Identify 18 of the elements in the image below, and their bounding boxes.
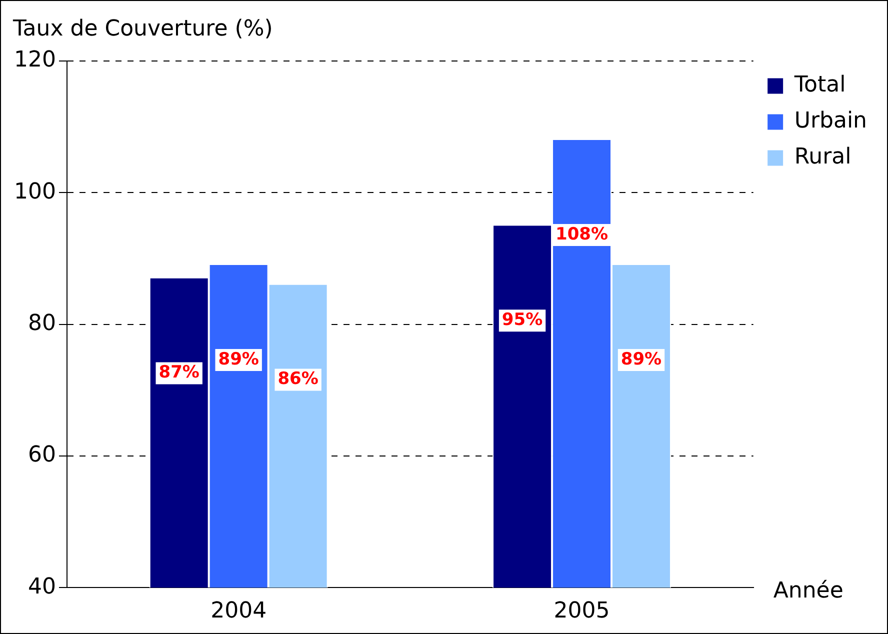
data-label: 89% xyxy=(620,349,662,370)
data-label: 89% xyxy=(218,349,259,370)
x-axis-title: Année xyxy=(773,578,844,604)
data-label: 108% xyxy=(555,224,608,244)
data-label: 86% xyxy=(278,369,318,390)
y-tick-label: 120 xyxy=(14,48,56,73)
legend-label: Urbain xyxy=(794,108,868,134)
legend-label: Rural xyxy=(794,144,852,170)
y-axis-title: Taux de Couverture (%) xyxy=(12,16,273,42)
y-tick-label: 40 xyxy=(28,574,56,600)
x-tick-label: 2005 xyxy=(554,598,610,624)
x-tick-label: 2004 xyxy=(210,598,267,624)
y-tick-label: 60 xyxy=(28,442,56,468)
data-label: 87% xyxy=(158,362,200,383)
y-tick-label: 100 xyxy=(14,179,56,204)
legend-label: Total xyxy=(793,72,846,98)
y-tick-label: 80 xyxy=(28,311,56,336)
data-label: 95% xyxy=(502,310,543,330)
